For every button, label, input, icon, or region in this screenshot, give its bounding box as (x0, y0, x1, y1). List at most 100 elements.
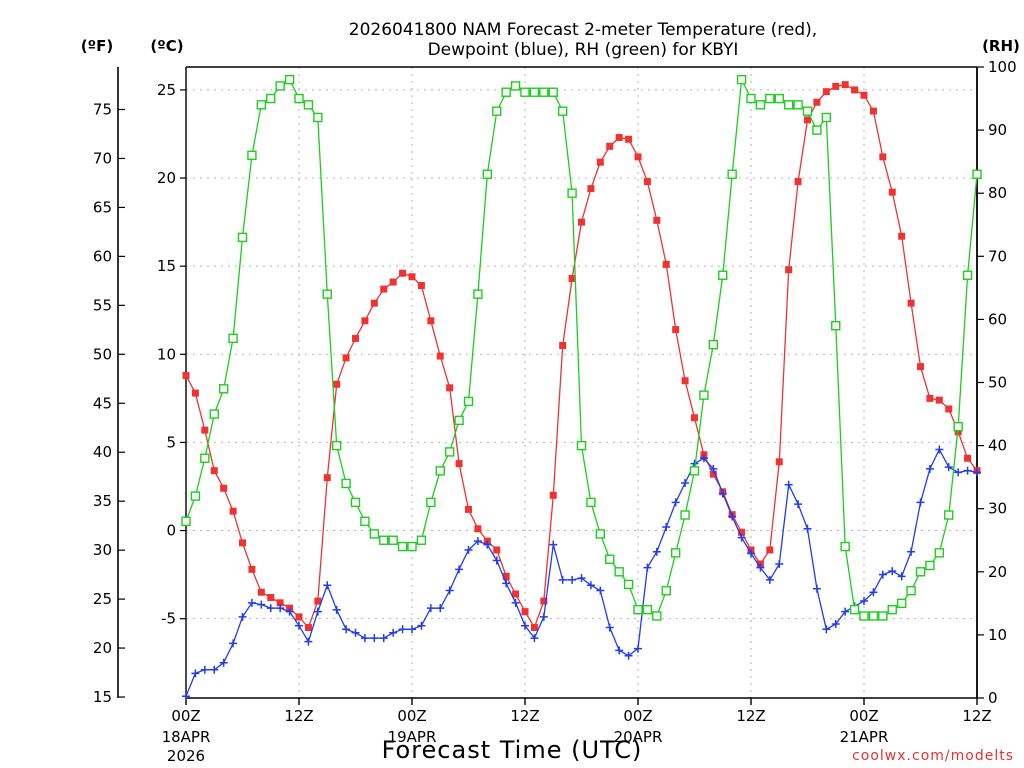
2-meter-temperature-point (465, 505, 472, 513)
2-meter-temperature-point (559, 341, 567, 349)
dewpoint-point (539, 612, 548, 621)
dewpoint-point (709, 464, 718, 473)
rh-point (209, 409, 219, 419)
x-axis-label: Forecast Time (UTC) (382, 736, 643, 764)
x-tick-label: 00Z (849, 707, 878, 725)
x-tick-label: 12Z (510, 707, 539, 725)
rh-point (294, 93, 304, 104)
2-meter-temperature-point (888, 188, 896, 196)
fahrenheit-tick-label: 50 (93, 345, 112, 363)
dewpoint-point (295, 621, 303, 630)
2-meter-temperature-point (455, 460, 463, 468)
dewpoint-point (869, 588, 878, 597)
fahrenheit-tick-label: 35 (93, 492, 112, 510)
dewpoint-point (191, 669, 200, 678)
celsius-tick-label: 5 (166, 433, 176, 451)
2-meter-temperature-point (239, 539, 246, 547)
rh-point (435, 466, 445, 476)
dewpoint-point (247, 598, 256, 607)
rh-point (586, 497, 596, 508)
rh-point (200, 453, 210, 463)
rh-point (228, 333, 238, 344)
fahrenheit-tick-label: 20 (93, 639, 112, 657)
2-meter-temperature-point (521, 608, 529, 616)
celsius-tick-label: -5 (161, 610, 176, 628)
rh-point (708, 339, 719, 350)
rh-point (972, 169, 982, 179)
rh-point (925, 560, 935, 571)
rh-point (548, 87, 558, 97)
rh-point (680, 510, 690, 520)
rh-point (341, 478, 351, 489)
series-group (181, 74, 982, 701)
rh-point (727, 169, 737, 179)
x-tick-label: 00Z (397, 707, 426, 725)
2-meter-temperature-point (813, 98, 821, 106)
dewpoint-point (351, 628, 360, 637)
rh-point (812, 125, 822, 135)
dewpoint-point (577, 574, 586, 583)
rh-point (303, 100, 314, 110)
2-meter-temperature-point (210, 467, 218, 475)
dewpoint-point (238, 612, 247, 621)
dewpoint-point (944, 463, 953, 472)
fahrenheit-tick-label: 55 (93, 296, 112, 314)
dewpoint-point (681, 478, 690, 487)
rh-point (473, 289, 483, 299)
dewpoint-point (954, 468, 963, 477)
rh-point (266, 93, 276, 104)
dewpoint-point (662, 523, 671, 532)
dewpoint-point (586, 581, 595, 590)
rh-point (793, 100, 803, 110)
fahrenheit-tick-label: 75 (93, 100, 112, 118)
2-meter-temperature-point (295, 613, 303, 621)
rh-point (605, 554, 615, 564)
2-meter-temperature-point (493, 546, 501, 554)
rh-point (218, 384, 229, 394)
2-meter-temperature-point (691, 414, 698, 422)
chart-title-line-1: 2026041800 NAM Forecast 2-meter Temperat… (349, 20, 817, 40)
2-meter-temperature-point (822, 88, 830, 96)
2-meter-temperature-point (276, 599, 284, 607)
rh-point (670, 548, 681, 558)
2-meter-temperature-line (185, 83, 978, 630)
celsius-tick-label: 10 (157, 345, 176, 363)
2-meter-temperature-point (860, 91, 868, 99)
rh-point (426, 497, 436, 508)
dewpoint-point (370, 634, 379, 643)
x-tick-date-label: 20APR (614, 728, 663, 746)
2-meter-temperature-point (578, 218, 585, 226)
fahrenheit-tick-label: 15 (93, 688, 112, 706)
chart-title-line-2: Dewpoint (blue), RH (green) for KBYI (428, 40, 739, 60)
rh-point (501, 87, 511, 97)
dewpoint-point (907, 547, 916, 556)
rh-point (284, 74, 295, 85)
2-meter-temperature-point (191, 389, 199, 397)
2-meter-temperature-point (926, 394, 934, 402)
dewpoint-point (794, 500, 803, 509)
x-tick-label: 12Z (736, 707, 765, 725)
rh-point (482, 169, 493, 179)
gridlines (185, 67, 978, 698)
fahrenheit-tick-label: 30 (93, 541, 112, 559)
rh-point (699, 390, 709, 400)
dewpoint-point (313, 607, 322, 616)
2-meter-temperature-point (323, 474, 331, 482)
dewpoint-point (605, 623, 614, 632)
rh-point (765, 93, 775, 104)
rh-point (783, 100, 794, 110)
2-meter-temperature-point (361, 317, 369, 325)
x-tick-date-label: 18APR (162, 728, 211, 746)
2-meter-temperature-point (917, 363, 924, 371)
2-meter-temperature-point (785, 266, 793, 274)
rh-point (840, 541, 850, 552)
rh-point (944, 510, 954, 520)
rh-tick-label: 100 (988, 58, 1017, 76)
2-meter-temperature-point (389, 278, 397, 286)
2-meter-temperature-point (530, 623, 538, 631)
2-meter-temperature-point (672, 326, 680, 334)
rh-point (868, 611, 879, 621)
rh-point (887, 604, 897, 615)
dewpoint-point (530, 634, 539, 643)
rh-point (915, 567, 926, 577)
